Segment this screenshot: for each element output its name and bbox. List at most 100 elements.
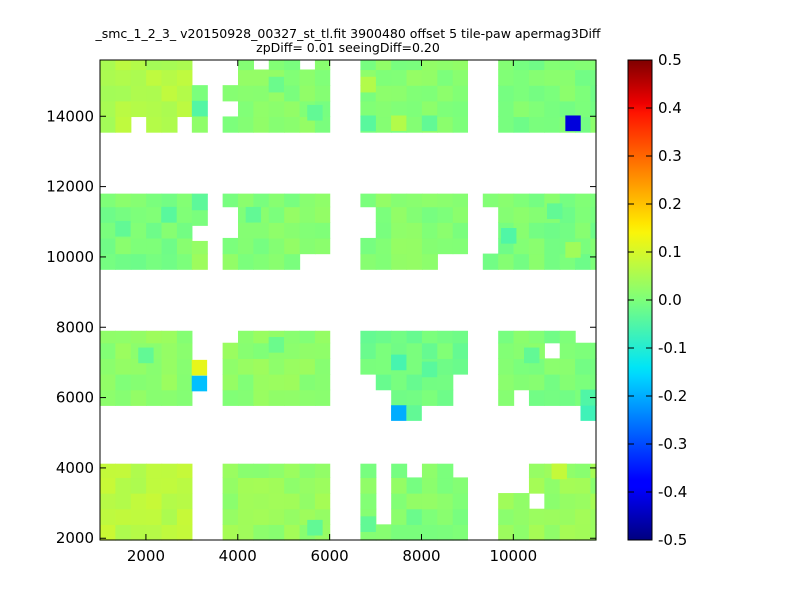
heatmap-cell <box>268 389 285 406</box>
heatmap-cell <box>191 193 208 211</box>
heatmap-cell <box>559 222 576 239</box>
heatmap-cell <box>284 222 301 239</box>
heatmap-cell <box>100 358 116 375</box>
heatmap-cell <box>498 116 515 133</box>
heatmap-cell <box>130 222 147 239</box>
heatmap-cell <box>100 389 116 406</box>
heatmap-cell <box>575 193 592 208</box>
heatmap-cell <box>391 508 408 525</box>
heatmap-cell <box>590 69 597 86</box>
heatmap-cell <box>100 330 116 344</box>
heatmap-cell <box>375 193 392 208</box>
heatmap-cell <box>421 222 438 239</box>
heatmap-cell <box>314 358 331 375</box>
heatmap-cell <box>452 524 469 541</box>
heatmap-cell <box>238 222 254 239</box>
heatmap-cell <box>130 60 147 71</box>
heatmap-cell <box>253 222 270 239</box>
detector-block <box>360 60 469 133</box>
heatmap-cell <box>391 237 408 255</box>
heatmap-cell <box>268 237 285 255</box>
heatmap-cell <box>421 206 438 223</box>
heatmap-cells <box>100 60 597 541</box>
heatmap-cell <box>284 508 301 525</box>
heatmap-cell <box>238 85 254 102</box>
heatmap-cell <box>437 100 454 118</box>
heatmap-cell <box>528 477 545 494</box>
detector-block <box>222 193 331 270</box>
heatmap-cell <box>498 85 515 102</box>
heatmap-cell <box>161 342 178 359</box>
heatmap-cell <box>437 463 454 479</box>
plot-frame <box>99 59 597 541</box>
x-tick-label: 10000 <box>489 547 537 565</box>
heatmap-cell <box>452 330 469 344</box>
heatmap-cell <box>513 237 530 255</box>
heatmap-cell <box>253 100 270 118</box>
heatmap-cell <box>575 342 592 359</box>
heatmap-cell <box>314 60 331 71</box>
heatmap-cell <box>146 85 163 102</box>
heatmap-cell <box>375 100 392 118</box>
heatmap-cell <box>406 222 423 239</box>
heatmap-cell <box>590 524 597 541</box>
heatmap-cell <box>590 206 597 223</box>
heatmap-cell <box>590 477 597 494</box>
heatmap-cell <box>284 69 301 86</box>
heatmap-cell <box>421 100 438 118</box>
heatmap-cell <box>176 463 193 479</box>
heatmap-cell <box>161 69 178 86</box>
heatmap-cell <box>176 100 193 118</box>
heatmap-cell <box>513 222 530 239</box>
heatmap-cell <box>146 237 163 255</box>
heatmap-cell <box>253 330 270 344</box>
heatmap-cell <box>222 116 239 133</box>
colorbar-tick-label: 0.1 <box>658 243 682 261</box>
heatmap-cell <box>253 85 270 102</box>
heatmap-cell <box>360 253 377 270</box>
heatmap-cell <box>498 253 515 270</box>
heatmap-cell <box>284 116 301 133</box>
heatmap-cell <box>100 85 116 102</box>
heatmap-cell <box>191 116 208 133</box>
heatmap-cell <box>222 374 239 391</box>
heatmap-cell <box>299 69 316 86</box>
heatmap-cell <box>528 508 545 525</box>
heatmap-cell <box>528 237 545 255</box>
heatmap-cell <box>100 524 116 541</box>
heatmap-cell <box>115 85 132 102</box>
heatmap-cell <box>115 463 132 479</box>
y-tick-label: 8000 <box>56 318 94 336</box>
heatmap-cell <box>314 222 331 239</box>
heatmap-cell <box>452 85 469 102</box>
heatmap-cell <box>391 69 408 86</box>
heatmap-cell <box>375 222 392 239</box>
heatmap-cell <box>360 100 377 118</box>
heatmap-cell <box>314 374 331 391</box>
heatmap-cell <box>100 100 116 118</box>
heatmap-cell <box>191 100 208 118</box>
heatmap-cell <box>115 493 132 510</box>
heatmap-cell <box>176 508 193 525</box>
heatmap-cell <box>222 237 239 255</box>
chart-title-line-2: zpDiff= 0.01 seeingDiff=0.20 <box>256 40 440 55</box>
heatmap-cell-highlight <box>421 361 438 378</box>
heatmap-cell <box>146 206 163 223</box>
heatmap-cell <box>222 253 239 270</box>
heatmap-cell <box>284 358 301 375</box>
heatmap-cell <box>176 222 193 239</box>
heatmap-cell <box>253 508 270 525</box>
heatmap-cell <box>421 85 438 102</box>
heatmap-cell <box>176 389 193 406</box>
heatmap-cell <box>284 85 301 102</box>
heatmap-cell <box>100 477 116 494</box>
heatmap-cell <box>238 330 254 344</box>
heatmap-cell <box>406 237 423 255</box>
heatmap-cell <box>238 374 254 391</box>
heatmap-cell <box>421 374 438 391</box>
heatmap-cell <box>421 493 438 510</box>
heatmap-cell <box>299 358 316 375</box>
heatmap-cell <box>375 253 392 270</box>
heatmap-cell-highlight <box>268 337 285 353</box>
